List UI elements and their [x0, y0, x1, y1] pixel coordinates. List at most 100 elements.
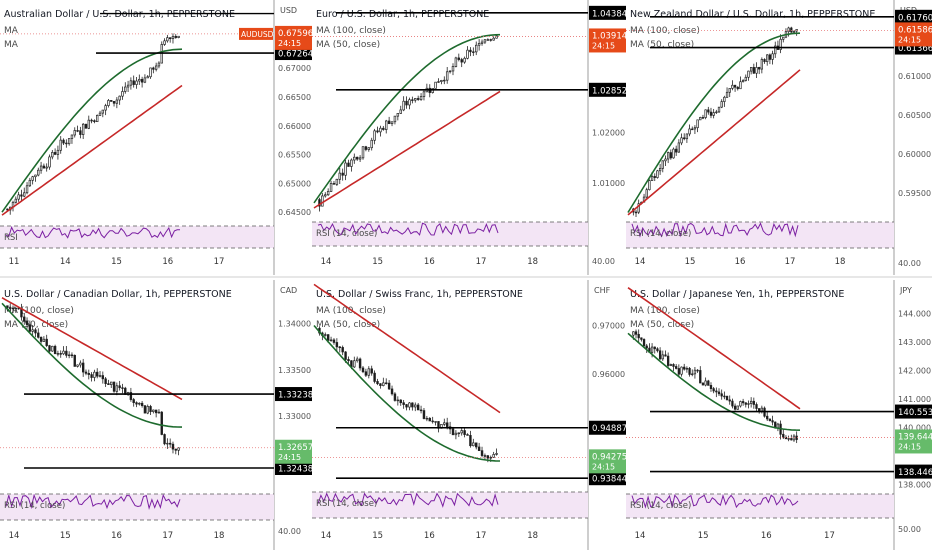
bullish-candle — [382, 382, 385, 386]
bullish-candle — [699, 117, 702, 121]
bearish-candle — [399, 399, 402, 404]
bearish-candle — [642, 339, 646, 347]
bearish-candle — [70, 354, 74, 357]
bearish-candle — [733, 84, 737, 88]
level-price-label: 0.67264 — [278, 50, 313, 60]
bullish-candle — [152, 409, 155, 412]
bullish-candle — [448, 70, 452, 73]
current-price-label: 0.67596 — [278, 29, 313, 39]
x-tick-label: 11 — [9, 257, 20, 267]
bearish-candle — [634, 211, 638, 214]
level-price-label: 0.94887 — [592, 424, 627, 434]
bullish-candle — [475, 44, 478, 53]
bearish-candle — [457, 57, 461, 60]
bullish-candle — [31, 176, 34, 181]
bullish-candle — [96, 114, 99, 123]
bullish-candle — [138, 78, 141, 82]
x-tick-label: 15 — [372, 531, 383, 541]
bearish-candle — [140, 402, 144, 406]
bearish-candle — [135, 402, 138, 405]
bullish-candle — [23, 192, 26, 197]
bearish-candle — [405, 100, 408, 106]
bearish-candle — [672, 364, 675, 367]
bullish-candle — [792, 30, 796, 33]
bullish-candle — [434, 421, 437, 423]
ma-50-line — [313, 33, 501, 204]
bearish-candle — [76, 130, 79, 132]
bullish-candle — [723, 96, 726, 102]
level-price-tag — [589, 5, 631, 20]
bearish-candle — [768, 54, 772, 60]
x-tick-label: 15 — [111, 257, 122, 267]
chart-panel-5: U.S. Dollar / Swiss Franc, 1h, PEPPERSTO… — [312, 280, 631, 550]
bearish-candle — [428, 417, 431, 422]
bearish-candle — [318, 199, 321, 207]
bullish-candle — [163, 40, 166, 45]
rsi-line — [317, 492, 499, 508]
bullish-candle — [492, 37, 495, 41]
bearish-candle — [143, 405, 147, 414]
bearish-candle — [65, 142, 68, 145]
bullish-candle — [393, 115, 397, 123]
bar-countdown-label: 24:15 — [278, 39, 301, 48]
bullish-candle — [440, 80, 443, 82]
bearish-candle — [712, 388, 715, 392]
bullish-candle — [717, 106, 721, 113]
bullish-candle — [329, 183, 333, 192]
bullish-candle — [353, 156, 356, 161]
bullish-candle — [344, 162, 347, 176]
bearish-candle — [332, 183, 336, 185]
current-price-tag — [275, 439, 317, 464]
bearish-candle — [93, 120, 96, 123]
y-tick-label: 1.34000 — [278, 320, 311, 329]
x-tick-label: 17 — [214, 257, 225, 267]
bullish-candle — [739, 401, 742, 407]
y-tick-label: 144.000 — [898, 309, 931, 318]
bearish-candle — [379, 383, 382, 386]
bullish-candle — [637, 203, 640, 213]
y-tick-label: 0.60000 — [898, 150, 931, 159]
bullish-candle — [326, 191, 330, 196]
bullish-candle — [28, 179, 32, 187]
ma-50-line — [1, 302, 183, 428]
candles — [6, 33, 180, 215]
y-tick-label: 140.000 — [898, 423, 931, 432]
bullish-candle — [329, 339, 333, 342]
bearish-candle — [84, 371, 88, 374]
bearish-candle — [59, 353, 62, 355]
bearish-candle — [637, 333, 640, 339]
ma-100-line — [627, 287, 801, 410]
bullish-candle — [445, 71, 449, 81]
bullish-candle — [739, 81, 742, 90]
bearish-candle — [451, 428, 455, 436]
bearish-candle — [332, 339, 336, 343]
bearish-candle — [405, 404, 408, 408]
y-tick-label: 0.65000 — [278, 179, 311, 188]
bearish-candle — [364, 146, 368, 150]
ma-long-legend: MA — [4, 26, 19, 36]
x-tick-label: 14 — [60, 257, 71, 267]
bearish-candle — [431, 420, 434, 423]
bearish-candle — [723, 395, 726, 398]
bullish-candle — [157, 62, 161, 67]
bearish-candle — [364, 371, 368, 376]
bearish-candle — [174, 35, 177, 38]
bullish-candle — [124, 86, 127, 92]
rsi-tick-label: 40.00 — [592, 257, 615, 266]
x-tick-label: 17 — [162, 531, 173, 541]
bullish-candle — [755, 67, 758, 74]
bullish-candle — [17, 194, 20, 200]
bullish-candle — [787, 438, 790, 440]
bearish-candle — [752, 67, 755, 74]
axis-currency-label: USD — [280, 6, 297, 15]
bearish-candle — [149, 406, 152, 412]
bearish-candle — [358, 358, 362, 369]
bearish-candle — [347, 359, 350, 362]
candles — [6, 303, 180, 456]
bullish-candle — [14, 307, 18, 310]
rsi-legend: RSI (14, close) — [630, 501, 691, 511]
bullish-candle — [121, 91, 124, 97]
bullish-candle — [666, 152, 670, 160]
bearish-candle — [416, 98, 420, 100]
bullish-candle — [56, 353, 60, 355]
